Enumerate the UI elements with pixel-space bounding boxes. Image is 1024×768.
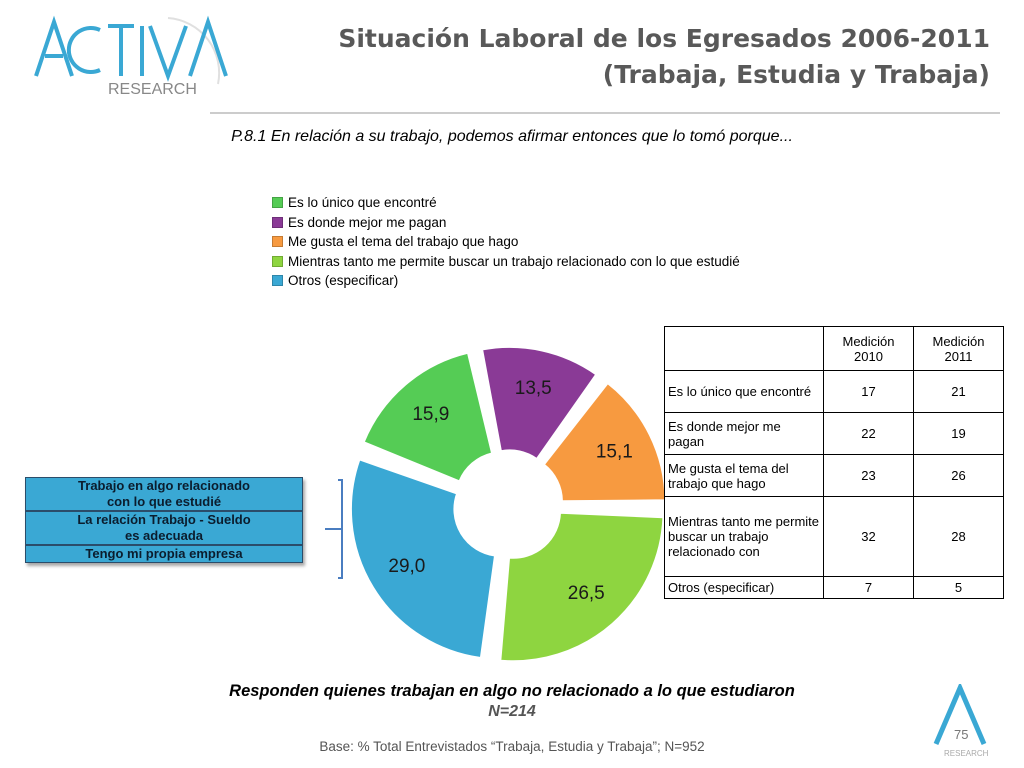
sample-size: N=214 — [488, 703, 536, 720]
table-row-label: Me gusta el tema del trabajo que hago — [664, 454, 824, 497]
table-header-row: Medición 2010 Medición 2011 — [664, 326, 1004, 371]
grouped-reason-text: Trabajo en algo relacionado — [78, 478, 250, 493]
slice-value-label: 15,1 — [596, 442, 633, 463]
legend-label: Otros (especificar) — [288, 273, 399, 288]
legend-item: Es lo único que encontré — [272, 193, 740, 213]
grouped-reason-text: La relación Trabajo - Sueldo — [77, 512, 251, 527]
grouped-reason-text: es adecuada — [124, 528, 204, 543]
table-cell-2011: 5 — [913, 576, 1004, 599]
respondents-note: Responden quienes trabajan en algo no re… — [229, 682, 795, 700]
small-logo-icon: RESEARCH — [933, 684, 989, 758]
legend-swatch — [272, 255, 283, 267]
grouped-reason-text: Tengo mi propia empresa — [85, 546, 243, 561]
table-cell-2011: 19 — [913, 412, 1004, 455]
slice-value-label: 26,5 — [568, 583, 605, 604]
slice-value-label: 13,5 — [515, 378, 552, 399]
page-number: 75 — [954, 727, 969, 742]
question-text: P.8.1 En relación a su trabajo, podemos … — [231, 128, 793, 145]
svg-text:RESEARCH: RESEARCH — [944, 749, 989, 758]
legend-label: Me gusta el tema del trabajo que hago — [288, 234, 519, 249]
page-title-line-1: Situación Laboral de los Egresados 2006-… — [338, 24, 990, 53]
slice-value-label: 15,9 — [412, 404, 449, 425]
comparison-table: Medición 2010 Medición 2011 Es lo único qu… — [664, 326, 1004, 599]
legend-item: Me gusta el tema del trabajo que hago — [272, 232, 740, 252]
title-divider — [210, 112, 1000, 114]
table-cell-2011: 21 — [913, 370, 1004, 413]
slice-value-label: 29,0 — [388, 556, 425, 577]
grouped-reason-row: La relación Trabajo - Sueldo es adecuada — [25, 511, 303, 545]
donut-slice — [499, 512, 664, 662]
legend-item: Es donde mejor me pagan — [272, 213, 740, 233]
legend-item: Otros (especificar) — [272, 271, 740, 291]
page-title-line-2: (Trabaja, Estudia y Trabaja) — [602, 60, 990, 89]
table-row: Es lo único que encontré 17 21 — [664, 370, 1004, 413]
grouped-reason-text: con lo que estudié — [106, 494, 222, 509]
table-row: Me gusta el tema del trabajo que hago 23… — [664, 454, 1004, 497]
base-note: Base: % Total Entrevistados “Trabaja, Es… — [319, 739, 705, 754]
legend-swatch — [272, 275, 283, 287]
table-row: Otros (especificar) 7 5 — [664, 576, 1004, 599]
group-bracket — [325, 479, 343, 579]
legend-label: Es lo único que encontré — [288, 195, 437, 210]
table-cell-2010: 22 — [823, 412, 914, 455]
donut-slice — [362, 352, 493, 483]
table-row-label: Otros (especificar) — [664, 576, 824, 599]
table-row: Es donde mejor me pagan 22 19 — [664, 412, 1004, 455]
table-cell-2011: 28 — [913, 496, 1004, 577]
table-header-2011: Medición 2011 — [913, 326, 1004, 371]
table-header-2010: Medición 2010 — [823, 326, 914, 371]
donut-slice — [350, 458, 496, 659]
table-cell-2010: 23 — [823, 454, 914, 497]
table-row: Mientras tanto me permite buscar un trab… — [664, 496, 1004, 577]
legend-swatch — [272, 197, 283, 209]
table-row-label: Es donde mejor me pagan — [664, 412, 824, 455]
grouped-reason-row: Trabajo en algo relacionado con lo que e… — [25, 477, 303, 511]
grouped-reasons-box: Trabajo en algo relacionado con lo que e… — [25, 477, 303, 563]
legend-swatch — [272, 216, 283, 228]
activa-research-logo: RESEARCH — [34, 15, 228, 98]
svg-text:RESEARCH: RESEARCH — [108, 81, 197, 98]
table-row-label: Mientras tanto me permite buscar un trab… — [664, 496, 824, 577]
donut-slice — [481, 346, 598, 460]
legend-item: Mientras tanto me permite buscar un trab… — [272, 252, 740, 272]
table-cell-2010: 32 — [823, 496, 914, 577]
table-header-empty — [664, 326, 824, 371]
grouped-reason-row: Tengo mi propia empresa — [25, 545, 303, 563]
table-cell-2010: 7 — [823, 576, 914, 599]
table-row-label: Es lo único que encontré — [664, 370, 824, 413]
legend-label: Es donde mejor me pagan — [288, 214, 447, 230]
chart-legend: Es lo único que encontré Es donde mejor … — [272, 193, 740, 291]
legend-swatch — [272, 236, 283, 248]
legend-label: Mientras tanto me permite buscar un trab… — [288, 253, 740, 269]
table-cell-2011: 26 — [913, 454, 1004, 497]
table-cell-2010: 17 — [823, 370, 914, 413]
